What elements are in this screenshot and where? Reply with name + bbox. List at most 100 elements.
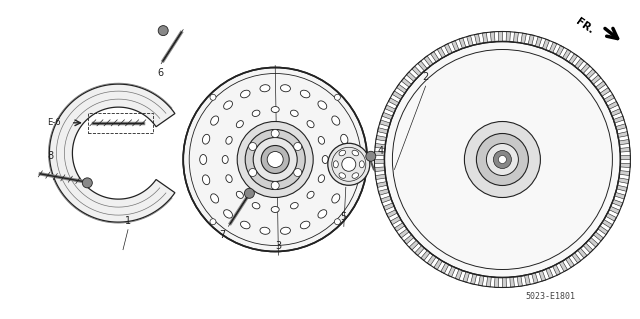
Polygon shape	[378, 128, 388, 134]
Ellipse shape	[211, 194, 219, 203]
Polygon shape	[437, 47, 445, 58]
Ellipse shape	[318, 137, 324, 144]
Polygon shape	[382, 112, 393, 120]
Circle shape	[271, 130, 279, 137]
Polygon shape	[612, 199, 623, 207]
Polygon shape	[380, 120, 390, 127]
Polygon shape	[459, 38, 466, 48]
Polygon shape	[406, 72, 417, 81]
Polygon shape	[575, 58, 584, 69]
Polygon shape	[397, 84, 407, 93]
Circle shape	[493, 151, 511, 168]
Ellipse shape	[236, 121, 243, 128]
Ellipse shape	[332, 116, 340, 125]
Polygon shape	[499, 32, 502, 41]
Polygon shape	[374, 152, 385, 156]
Polygon shape	[486, 277, 492, 287]
Text: 5: 5	[340, 212, 347, 222]
Ellipse shape	[252, 110, 260, 116]
Text: FR.: FR.	[574, 16, 596, 36]
Circle shape	[261, 145, 289, 174]
Polygon shape	[374, 167, 385, 172]
Ellipse shape	[241, 90, 250, 98]
Polygon shape	[600, 87, 611, 96]
Circle shape	[244, 188, 254, 198]
Polygon shape	[494, 277, 499, 287]
Circle shape	[476, 133, 529, 186]
Polygon shape	[448, 266, 456, 277]
Ellipse shape	[332, 194, 340, 203]
Polygon shape	[49, 84, 175, 222]
Polygon shape	[549, 42, 557, 53]
Polygon shape	[444, 44, 452, 54]
Text: 6: 6	[157, 68, 163, 78]
Polygon shape	[535, 37, 542, 47]
Polygon shape	[399, 229, 409, 238]
Circle shape	[249, 168, 257, 176]
Circle shape	[253, 137, 297, 182]
Polygon shape	[617, 185, 627, 191]
Polygon shape	[463, 272, 470, 282]
Circle shape	[294, 143, 301, 151]
Polygon shape	[374, 160, 385, 164]
Polygon shape	[377, 182, 387, 188]
Circle shape	[486, 144, 518, 175]
Polygon shape	[542, 39, 550, 50]
Polygon shape	[602, 219, 612, 228]
Polygon shape	[418, 61, 427, 71]
Polygon shape	[609, 206, 620, 214]
Ellipse shape	[226, 137, 232, 144]
Polygon shape	[596, 81, 606, 90]
Polygon shape	[490, 32, 495, 42]
Circle shape	[268, 152, 283, 167]
Text: 7: 7	[220, 230, 225, 240]
Ellipse shape	[307, 121, 314, 128]
Ellipse shape	[280, 85, 291, 92]
Ellipse shape	[260, 85, 270, 92]
Polygon shape	[427, 255, 436, 265]
Polygon shape	[388, 98, 399, 106]
Ellipse shape	[352, 173, 358, 178]
Ellipse shape	[307, 191, 314, 198]
Polygon shape	[510, 277, 515, 287]
Polygon shape	[618, 178, 629, 183]
Ellipse shape	[318, 210, 327, 218]
Text: 1: 1	[125, 216, 131, 226]
Polygon shape	[383, 203, 394, 210]
Circle shape	[158, 26, 168, 36]
Text: 2: 2	[422, 72, 429, 82]
Circle shape	[499, 155, 506, 164]
Circle shape	[385, 41, 620, 278]
Polygon shape	[392, 91, 403, 100]
Polygon shape	[521, 33, 526, 44]
Polygon shape	[606, 213, 616, 221]
Polygon shape	[607, 101, 618, 109]
Circle shape	[366, 151, 376, 161]
Polygon shape	[412, 66, 422, 76]
Text: 5023-E1801: 5023-E1801	[525, 292, 575, 301]
Polygon shape	[618, 131, 628, 137]
Polygon shape	[387, 210, 397, 218]
Ellipse shape	[339, 150, 346, 156]
Polygon shape	[424, 56, 433, 66]
Polygon shape	[620, 147, 630, 152]
Text: 3: 3	[275, 241, 282, 251]
Circle shape	[342, 157, 356, 171]
Circle shape	[245, 130, 305, 189]
Polygon shape	[452, 41, 459, 51]
Polygon shape	[455, 269, 463, 280]
Polygon shape	[376, 174, 386, 180]
Polygon shape	[378, 189, 389, 195]
Polygon shape	[586, 69, 596, 79]
Ellipse shape	[333, 161, 339, 168]
Ellipse shape	[291, 110, 298, 116]
Ellipse shape	[211, 116, 219, 125]
Polygon shape	[502, 278, 506, 287]
Circle shape	[83, 178, 92, 188]
Ellipse shape	[202, 134, 210, 144]
Circle shape	[328, 143, 370, 185]
Ellipse shape	[322, 155, 328, 164]
Polygon shape	[506, 32, 511, 42]
Polygon shape	[525, 275, 531, 285]
Polygon shape	[553, 265, 561, 275]
